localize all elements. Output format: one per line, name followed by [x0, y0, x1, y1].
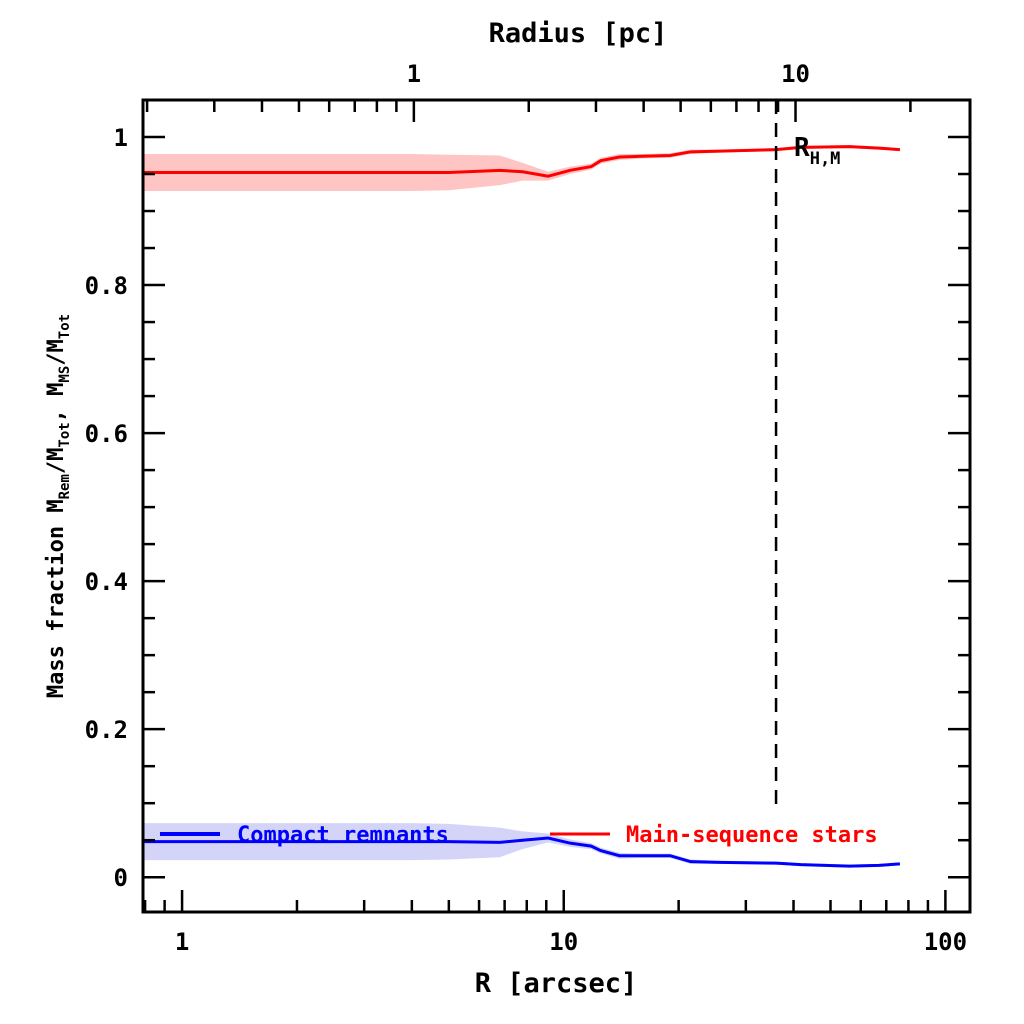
- series-line-0: [143, 145, 901, 178]
- y-tick-label: 0.6: [85, 420, 128, 448]
- x-tick-label: 100: [924, 928, 967, 956]
- top-axis-label: Radius [pc]: [489, 18, 668, 49]
- half-mass-radius-label: RH,M: [794, 133, 840, 169]
- x-axis-label: R [arcsec]: [475, 968, 638, 999]
- y-tick-label: 0: [114, 864, 128, 892]
- top-tick-label: 10: [781, 60, 810, 88]
- y-tick-label: 0.4: [85, 568, 128, 596]
- y-tick-label: 0.2: [85, 716, 128, 744]
- top-tick-label: 1: [407, 60, 421, 88]
- y-tick-label: 0.8: [85, 272, 128, 300]
- legend-label-compact-remnants: Compact remnants: [237, 823, 449, 848]
- error-band-0: [143, 145, 900, 192]
- series-line-1: [143, 836, 901, 868]
- x-tick-label: 1: [175, 928, 189, 956]
- y-tick-label: 1: [114, 124, 128, 152]
- legend-label-main-sequence: Main-sequence stars: [626, 823, 878, 848]
- x-tick-label: 10: [549, 928, 578, 956]
- error-band-1: [143, 823, 900, 868]
- y-axis-label: Mass fraction MRem/MTot, MMS/MTot: [44, 314, 73, 698]
- plot-frame: [141, 98, 972, 914]
